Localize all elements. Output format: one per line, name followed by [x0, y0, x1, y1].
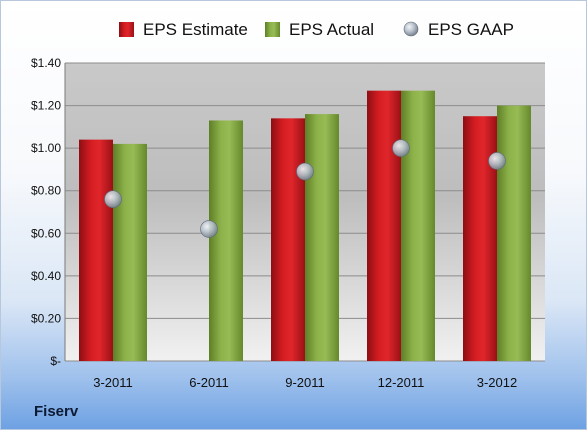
legend-eps-gaap-marker [403, 21, 419, 37]
y-tick-label: $0.20 [31, 311, 61, 325]
eps-actual-bar [305, 114, 339, 361]
legend-eps-actual-swatch [265, 22, 280, 37]
eps-actual-bar [497, 105, 531, 361]
axes: $- $0.20 $0.40 $0.60 $0.80 $1.00 $1.20 $1.40 3-2… [31, 56, 517, 390]
x-tick-label: 9-2011 [285, 375, 325, 390]
eps-estimate-bar [79, 139, 113, 361]
legend-label: EPS GAAP [428, 20, 514, 39]
x-tick-label: 3-2011 [93, 375, 133, 390]
y-tick-label: $0.60 [31, 226, 61, 240]
eps-gaap-point [488, 152, 506, 170]
y-tick-label: $1.20 [31, 99, 61, 113]
eps-gaap-point [296, 162, 314, 181]
x-tick-label: 6-2011 [189, 375, 229, 390]
y-tick-label: $- [50, 354, 61, 368]
eps-estimate-bar [271, 118, 305, 361]
eps-estimate-bar [367, 90, 401, 362]
legend-label: EPS Actual [289, 20, 374, 39]
y-tick-label: $1.40 [31, 56, 61, 70]
eps-actual-bar [401, 90, 435, 362]
y-tick-label: $1.00 [31, 141, 61, 155]
bars [79, 90, 531, 362]
eps-actual-bar [209, 120, 243, 361]
eps-actual-bar [113, 143, 147, 361]
y-tick-label: $0.40 [31, 269, 61, 283]
gaap-points [104, 139, 506, 238]
legend-label: EPS Estimate [143, 20, 248, 39]
eps-estimate-bar [463, 116, 497, 361]
x-tick-label: 12-2011 [378, 375, 425, 390]
legend-eps-estimate-swatch [119, 22, 134, 37]
y-tick-label: $0.80 [31, 184, 61, 198]
eps-gaap-point [392, 139, 410, 157]
legend: EPS Estimate EPS Actual EPS GAAP [119, 20, 514, 39]
company-label: Fiserv [34, 403, 79, 420]
eps-gaap-point [200, 220, 218, 238]
eps-gaap-point [104, 190, 122, 209]
x-tick-label: 3-2012 [477, 375, 517, 390]
